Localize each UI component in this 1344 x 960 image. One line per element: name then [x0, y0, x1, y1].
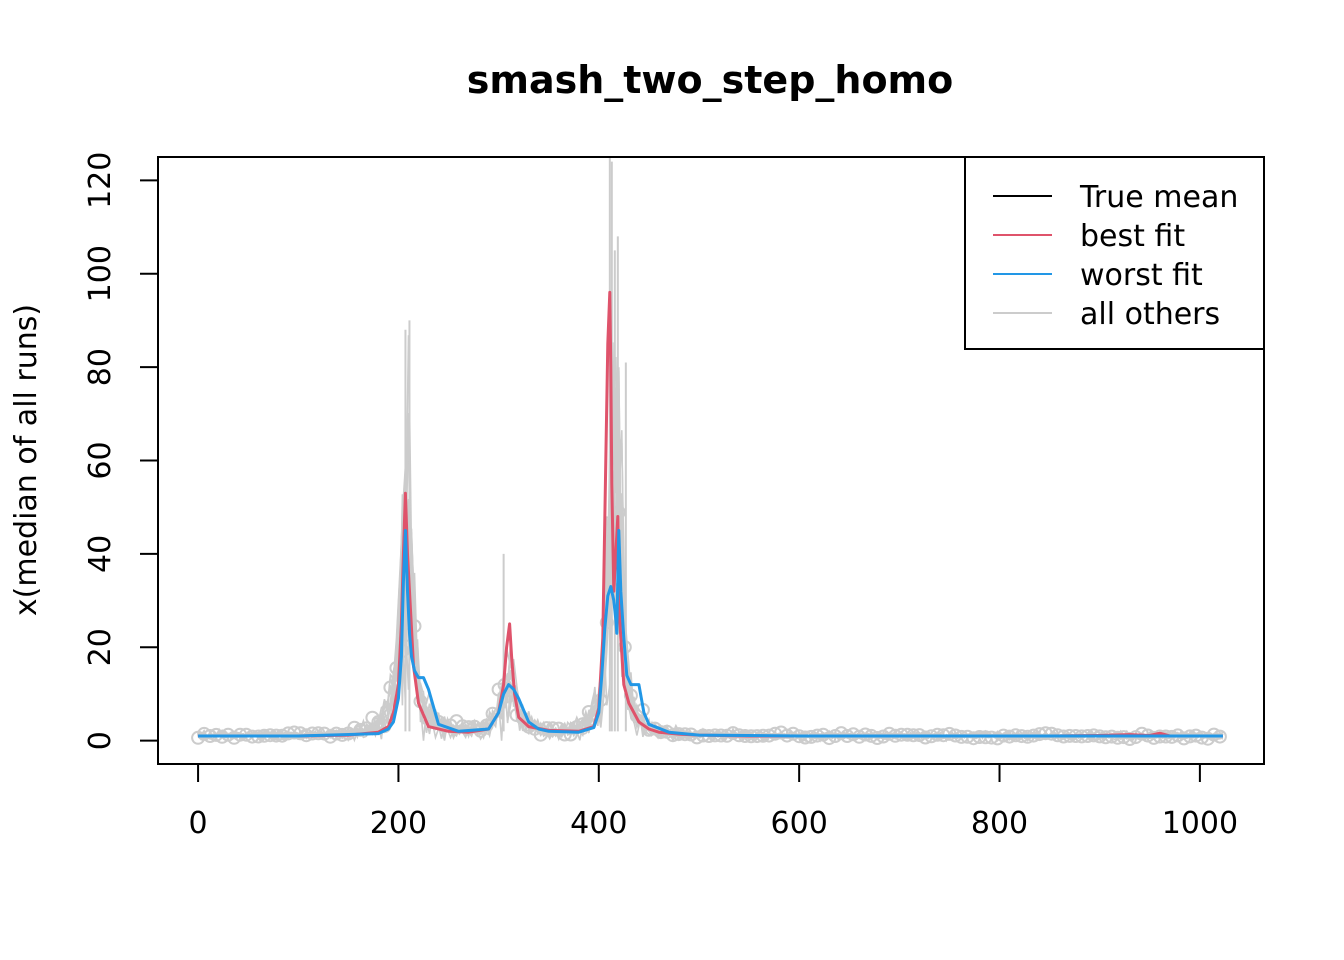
- x-tick-label: 600: [771, 806, 828, 841]
- other-run-point: [479, 718, 494, 733]
- other-run-line: [197, 417, 1224, 743]
- other-run-point: [786, 726, 801, 741]
- x-axis: 0 200 400 600 800 1000: [189, 763, 1238, 841]
- other-run-line: [198, 395, 1224, 742]
- all-others-runs: [191, 157, 1227, 746]
- other-run-line: [197, 342, 1224, 743]
- x-tick-label: 400: [570, 806, 627, 841]
- y-tick-label: 40: [83, 535, 118, 573]
- legend-label: best fit: [1080, 219, 1185, 254]
- chart-title: smash_two_step_homo: [467, 58, 954, 102]
- legend-box: [964, 156, 1265, 350]
- y-tick-label: 80: [83, 348, 118, 386]
- y-axis-label: x(median of all runs): [9, 304, 44, 616]
- fit-series: [198, 290, 1223, 738]
- x-tick-label: 0: [189, 806, 208, 841]
- y-tick-label: 20: [83, 628, 118, 666]
- other-run-point: [623, 688, 638, 703]
- other-run-point: [822, 731, 837, 746]
- other-run-point: [389, 661, 404, 675]
- other-run-line: [197, 430, 1224, 743]
- y-tick-label: 60: [83, 441, 118, 479]
- y-tick-label: 120: [83, 152, 118, 209]
- y-axis: 0 20 40 60 80 100 120: [83, 152, 159, 750]
- other-run-point: [353, 722, 368, 737]
- other-run-point: [437, 719, 452, 734]
- other-run-point: [545, 721, 560, 736]
- x-tick-label: 1000: [1162, 806, 1238, 841]
- other-run-line: [197, 362, 1224, 741]
- other-run-point: [581, 705, 596, 719]
- x-tick-label: 800: [971, 806, 1028, 841]
- other-run-line: [197, 370, 1224, 743]
- legend-label: True mean: [1079, 180, 1238, 215]
- other-run-line: [197, 335, 1224, 742]
- best-fit-line: [198, 290, 1223, 738]
- other-run-point: [557, 727, 572, 742]
- y-tick-label: 0: [83, 731, 118, 750]
- x-tick-label: 200: [370, 806, 427, 841]
- other-run-point: [870, 731, 885, 745]
- legend-label: worst fit: [1080, 258, 1203, 293]
- legend-label: all others: [1080, 297, 1220, 332]
- legend: True mean best fit worst fit all others: [964, 156, 1265, 350]
- other-run-line: [197, 356, 1224, 742]
- other-run-line: [197, 387, 1223, 743]
- worst-fit-line: [198, 529, 1223, 738]
- y-tick-label: 100: [83, 245, 118, 302]
- other-run-point: [1122, 732, 1137, 746]
- other-run-line: [198, 441, 1224, 741]
